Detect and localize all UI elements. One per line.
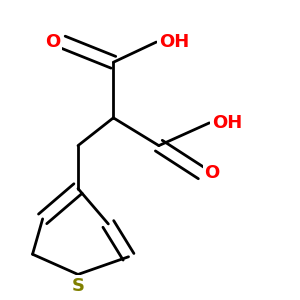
- Text: O: O: [45, 33, 60, 51]
- Text: O: O: [204, 164, 220, 182]
- Text: OH: OH: [212, 114, 242, 132]
- Text: OH: OH: [159, 33, 189, 51]
- Text: S: S: [71, 277, 85, 295]
